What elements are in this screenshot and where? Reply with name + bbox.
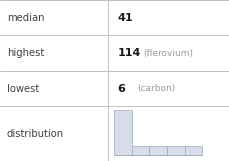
Bar <box>149 146 166 155</box>
Text: (carbon): (carbon) <box>136 84 174 93</box>
Text: 114: 114 <box>117 48 140 58</box>
Bar <box>166 146 184 155</box>
Text: 6: 6 <box>117 84 125 94</box>
Text: median: median <box>7 13 44 23</box>
Text: 41: 41 <box>117 13 132 23</box>
Bar <box>113 110 131 155</box>
Bar <box>131 146 149 155</box>
Text: lowest: lowest <box>7 84 39 94</box>
Text: distribution: distribution <box>7 129 64 139</box>
Text: (flerovium): (flerovium) <box>143 49 193 58</box>
Bar <box>184 146 202 155</box>
Text: highest: highest <box>7 48 44 58</box>
